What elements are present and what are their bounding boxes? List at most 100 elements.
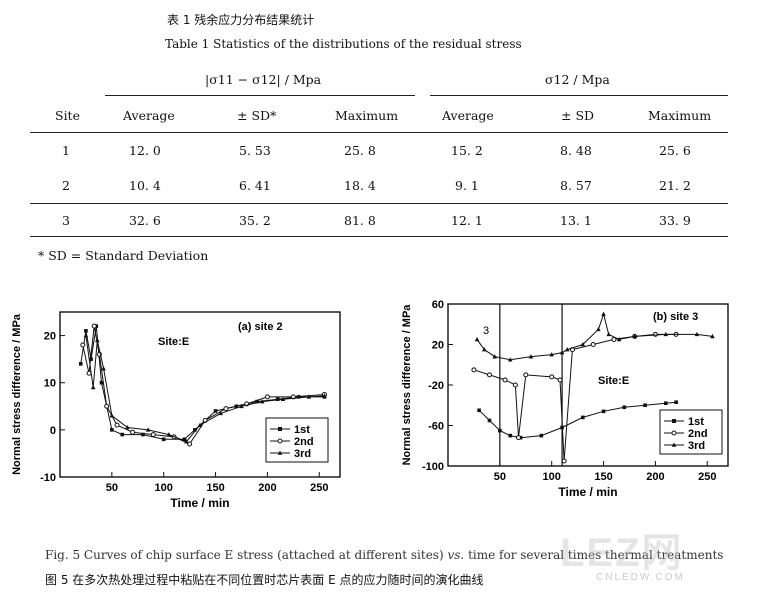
legend-box (659, 409, 723, 455)
y-tick-label: -100 (422, 461, 444, 473)
header-rule (30, 132, 728, 133)
row-rule (30, 203, 728, 204)
data-point-1st (508, 433, 513, 438)
data-point-3rd (166, 432, 172, 437)
table-cell: 12. 0 (129, 143, 161, 158)
x-tick-label: 250 (310, 482, 328, 494)
curve-annotation: 3 (483, 325, 489, 337)
y-tick-label: -10 (40, 472, 56, 484)
col-header-sd-1: ± SD* (237, 108, 277, 123)
col-header-average-2: Average (442, 108, 494, 123)
data-point-1st (663, 401, 668, 406)
group1-header: |σ11 − σ12| / Mpa (205, 72, 322, 87)
data-point-1st (674, 400, 678, 405)
data-point-3rd (109, 413, 115, 418)
data-point-2nd (130, 429, 136, 435)
data-point-2nd (86, 370, 92, 376)
legend-marker (277, 438, 283, 444)
col-header-sd-2: ± SD (561, 108, 595, 123)
data-point-1st (84, 329, 88, 333)
data-point-2nd (557, 377, 563, 383)
data-point-2nd (502, 377, 508, 383)
data-point-1st (539, 433, 544, 438)
legend-marker (278, 427, 282, 431)
data-point-1st (99, 380, 104, 385)
table-cell: 81. 8 (344, 213, 376, 228)
data-point-2nd (652, 331, 658, 337)
data-point-3rd (564, 347, 570, 352)
data-point-3rd (601, 311, 606, 316)
data-point-3rd (606, 331, 612, 337)
data-point-2nd (590, 342, 596, 347)
x-tick-label: 200 (646, 471, 664, 483)
data-point-2nd (523, 372, 529, 378)
legend-box (265, 417, 329, 463)
legend-label: 1st (294, 424, 310, 436)
series-line-2nd (473, 333, 677, 461)
table-cell: 8. 57 (560, 178, 592, 193)
table-cell: 15. 2 (451, 143, 483, 158)
chart-site-3: 50 100 150 200 250 -100 -60 -20 20 60 Time / min No… (401, 299, 729, 499)
y-tick-label: 60 (432, 299, 444, 311)
col-header-average-1: Average (123, 108, 175, 123)
data-point-3rd (549, 352, 555, 357)
data-point-2nd (264, 394, 270, 400)
y-tick-label: -60 (428, 421, 444, 433)
watermark-logo: LEZ网 (560, 531, 684, 575)
site-label: Site:E (598, 375, 629, 387)
table-cell: 35. 2 (239, 213, 271, 228)
data-point-2nd (114, 422, 120, 428)
x-tick-label: 100 (543, 471, 561, 483)
table-title-cn: 表 1 残余应力分布结果统计 (167, 13, 315, 27)
x-tick-label: 150 (206, 482, 224, 494)
table-cell: 5. 53 (239, 143, 271, 158)
table-cell: 10. 4 (129, 178, 161, 193)
data-point-1st (601, 409, 606, 414)
table-cell: 21. 2 (659, 178, 691, 193)
data-point-3rd (83, 333, 89, 338)
x-tick-label: 50 (494, 471, 506, 483)
table-cell: 8. 48 (560, 143, 592, 158)
data-point-2nd (561, 458, 567, 464)
data-point-2nd (223, 406, 229, 412)
figure-caption-en-prefix: Fig. 5 Curves of chip surface E stress (… (45, 548, 444, 562)
data-point-1st (275, 397, 280, 402)
legend-marker (277, 450, 283, 455)
data-point-3rd (694, 331, 700, 337)
data-point-3rd (145, 427, 151, 432)
data-point-2nd (471, 367, 477, 373)
data-point-1st (161, 437, 166, 442)
chart-site-2: 50 100 150 200 250 -10 0 10 20 Time / min Normal s… (11, 311, 341, 510)
data-point-3rd (184, 439, 189, 444)
data-point-1st (120, 432, 125, 437)
data-point-2nd (486, 372, 492, 378)
table-cell: 12. 1 (451, 213, 483, 228)
data-point-2nd (512, 382, 518, 388)
y-axis-label: Normal stress difference / MPa (11, 313, 23, 475)
figure-caption-cn: 图 5 在多次热处理过程中粘贴在不同位置时芯片表面 E 点的应力随时间的演化曲线 (45, 573, 484, 587)
data-point-3rd (259, 399, 265, 404)
x-tick-label: 100 (155, 482, 173, 494)
data-point-2nd (549, 374, 555, 380)
data-point-3rd (322, 393, 327, 398)
data-point-3rd (95, 337, 100, 343)
x-axis-label: Time / min (170, 496, 229, 510)
data-point-3rd (559, 350, 565, 355)
data-point-1st (487, 418, 492, 423)
table-cell: 3 (62, 213, 70, 228)
figure-caption-en: Fig. 5 Curves of chip surface E stress (… (45, 548, 723, 562)
data-point-1st (89, 357, 93, 361)
table-cell: 32. 6 (129, 213, 161, 228)
x-tick-label: 250 (698, 471, 716, 483)
data-point-2nd (80, 342, 86, 348)
table-cell: 6. 41 (239, 178, 271, 193)
data-point-3rd (306, 394, 312, 399)
data-point-1st (110, 428, 114, 432)
table-cell: 18. 4 (344, 178, 376, 193)
data-point-3rd (580, 342, 586, 347)
col-header-site: Site (55, 108, 80, 123)
figure-caption-en-vs: vs. (447, 548, 465, 562)
table-cell: 9. 1 (455, 178, 479, 193)
table-cell: 33. 9 (659, 213, 691, 228)
data-point-3rd (663, 331, 669, 337)
